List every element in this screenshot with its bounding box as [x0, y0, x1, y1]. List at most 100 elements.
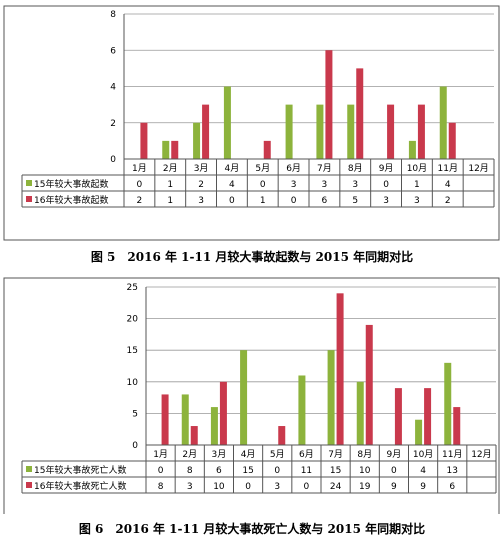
x-category-label: 3月: [212, 449, 227, 460]
bar-green: [240, 350, 248, 445]
y-tick-label: 4: [110, 83, 116, 93]
chart-caption: 图 5 2016 年 1-11 月较大事故起数与 2015 年同期对比: [90, 250, 414, 264]
data-label: 3: [187, 482, 193, 492]
x-category-label: 5月: [255, 163, 270, 174]
data-label: 19: [359, 482, 371, 492]
data-label: 1: [414, 180, 420, 190]
bar-green: [316, 104, 324, 159]
data-label: 2: [198, 180, 204, 190]
data-label: 2: [137, 196, 143, 206]
data-label: 8: [158, 482, 164, 492]
bar-green: [444, 362, 452, 445]
x-category-label: 6月: [299, 449, 314, 460]
data-label: 6: [322, 196, 328, 206]
y-tick-label: 25: [127, 283, 138, 293]
legend-entry: 15年较大事故起数: [34, 178, 108, 190]
x-category-label: 7月: [317, 163, 332, 174]
y-tick-label: 5: [132, 409, 138, 419]
legend-swatch: [26, 196, 32, 202]
chart-death-count: 0 5 10 15 20 25 1月 2月 3月 4月 5月 6月 7月 8月 9月 10月 11月 12月 15年…: [0, 270, 504, 544]
x-category-label: 11月: [442, 449, 462, 460]
data-label: 5: [352, 196, 358, 206]
bar-red: [325, 50, 333, 159]
x-category-label: 8月: [357, 449, 372, 460]
bar-green: [223, 86, 231, 159]
x-category-label: 7月: [328, 449, 343, 460]
x-category-label: 11月: [438, 163, 458, 174]
chart-frame: [3, 5, 500, 241]
bar-green: [327, 350, 335, 445]
legend-entry: 15年较大事故死亡人数: [34, 464, 126, 476]
data-label: 0: [391, 466, 397, 476]
x-category-label: 2月: [182, 449, 197, 460]
data-label: 6: [216, 466, 222, 476]
data-label: 3: [322, 180, 328, 190]
y-tick-label: 0: [110, 155, 116, 165]
data-label: 4: [420, 466, 426, 476]
accident-count-chart-svg: 0 2 4 6 8 1月 2月 3月 4月 5月 6月 7月 8月 9月 10月 11月 12月 15年较大事故起…: [3, 5, 500, 241]
data-label: 0: [229, 196, 235, 206]
y-tick-label: 0: [132, 441, 138, 451]
legend-swatch: [26, 180, 32, 186]
data-label: 0: [260, 180, 266, 190]
data-label: 0: [137, 180, 143, 190]
x-category-label: 4月: [225, 163, 240, 174]
data-label: 15: [330, 466, 341, 476]
x-category-label: 2月: [163, 163, 178, 174]
data-label: 11: [301, 466, 312, 476]
death-count-chart-svg: 0 5 10 15 20 25 1月 2月 3月 4月 5月 6月 7月 8月 9月 10月 11月 12月 15年…: [3, 277, 500, 514]
chart-frame: [3, 277, 500, 514]
bar-green: [193, 122, 201, 159]
data-label: 3: [383, 196, 389, 206]
bar-green: [439, 86, 447, 159]
y-tick-label: 2: [110, 119, 116, 129]
x-category-label: 5月: [270, 449, 285, 460]
y-tick-label: 6: [110, 46, 116, 56]
bar-red: [263, 140, 271, 159]
data-label: 3: [414, 196, 420, 206]
bar-red: [453, 407, 461, 445]
bar-green: [210, 407, 218, 445]
data-label: 4: [229, 180, 235, 190]
data-label: 1: [167, 180, 173, 190]
x-category-label: 9月: [387, 449, 402, 460]
data-label: 9: [391, 482, 397, 492]
data-label: 0: [304, 482, 310, 492]
bar-red: [387, 104, 395, 159]
x-category-label: 8月: [348, 163, 363, 174]
bar-red: [161, 394, 169, 445]
data-label: 1: [167, 196, 173, 206]
bar-red: [202, 104, 210, 159]
bar-green: [285, 104, 293, 159]
bar-green: [347, 104, 355, 159]
data-label: 4: [445, 180, 451, 190]
data-label: 10: [359, 466, 371, 476]
bar-red: [424, 388, 432, 445]
data-label: 24: [330, 482, 342, 492]
y-tick-label: 20: [127, 315, 139, 325]
data-label: 8: [187, 466, 193, 476]
data-label: 1: [260, 196, 266, 206]
data-label: 3: [274, 482, 280, 492]
legend-swatch: [26, 482, 32, 488]
x-category-label: 1月: [132, 163, 147, 174]
x-category-label: 12月: [471, 449, 491, 460]
x-category-label: 10月: [413, 449, 433, 460]
bar-red: [448, 122, 456, 159]
bar-red: [394, 388, 402, 445]
bar-green: [408, 140, 416, 159]
bar-red: [336, 293, 344, 445]
bar-red: [140, 122, 148, 159]
bar-red: [171, 140, 179, 159]
legend-entry: 16年较大事故起数: [34, 194, 108, 206]
data-label: 9: [420, 482, 426, 492]
chart-accident-count: 0 2 4 6 8 1月 2月 3月 4月 5月 6月 7月 8月 9月 10月 11月 12月 15年较大事故起…: [0, 0, 504, 270]
x-category-label: 10月: [407, 163, 427, 174]
data-label: 6: [449, 482, 455, 492]
data-label: 3: [352, 180, 358, 190]
data-label: 3: [291, 180, 297, 190]
x-category-label: 12月: [468, 163, 488, 174]
data-label: 0: [274, 466, 280, 476]
bar-red: [356, 68, 364, 159]
bar-green: [356, 381, 364, 445]
